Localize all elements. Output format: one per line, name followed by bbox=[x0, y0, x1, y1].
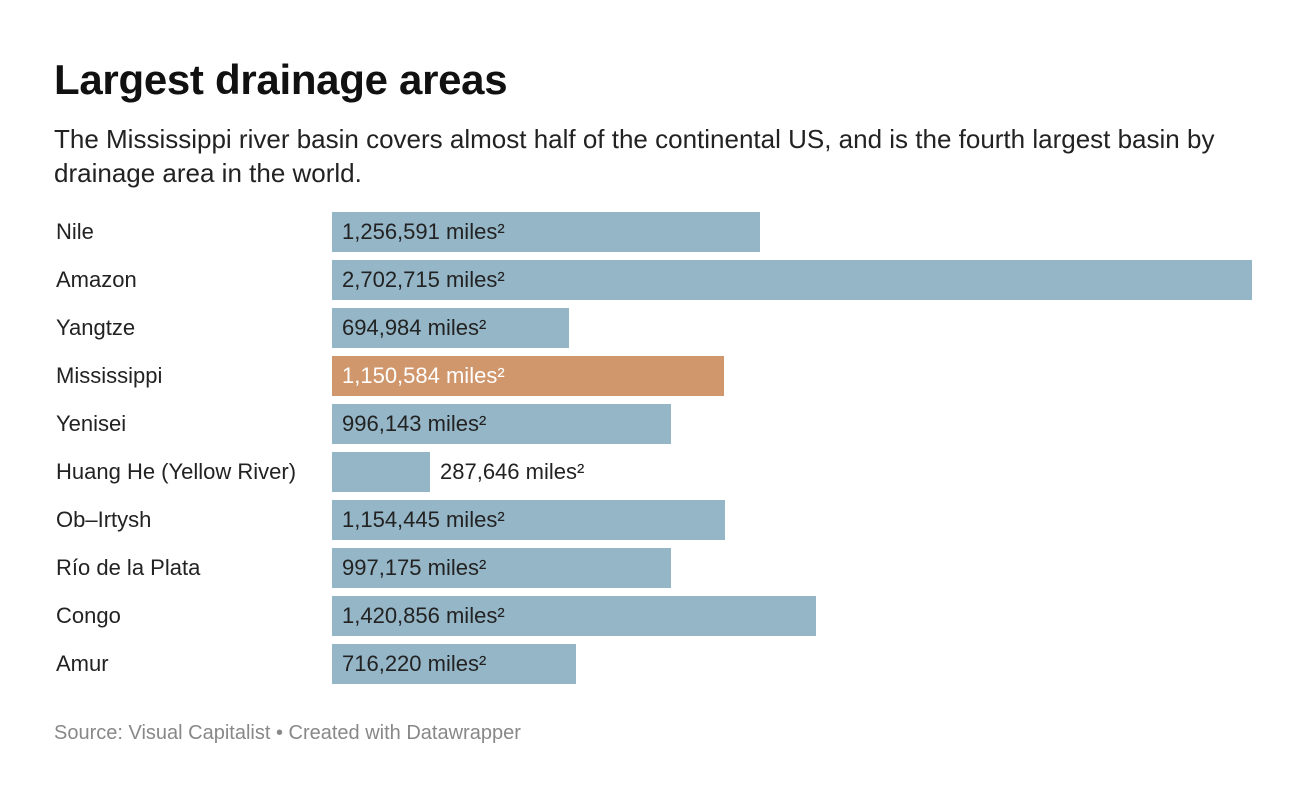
bar-ob-irtysh bbox=[332, 500, 725, 540]
chart-title: Largest drainage areas bbox=[54, 56, 508, 103]
bar-amazon bbox=[332, 260, 1252, 300]
value-label: 716,220 miles² bbox=[342, 651, 487, 676]
category-label: Congo bbox=[56, 603, 121, 628]
bar-nile bbox=[332, 212, 760, 252]
category-label: Amur bbox=[56, 651, 109, 676]
value-label: 1,150,584 miles² bbox=[342, 363, 505, 388]
category-label: Ob–Irtysh bbox=[56, 507, 152, 532]
category-label: Nile bbox=[56, 219, 94, 244]
bar-congo bbox=[332, 596, 816, 636]
category-label: Yangtze bbox=[56, 315, 136, 340]
bar-yangtze bbox=[332, 308, 569, 348]
value-label: 1,420,856 miles² bbox=[342, 603, 505, 628]
category-label: Yenisei bbox=[56, 411, 127, 436]
bar-yenisei bbox=[332, 404, 671, 444]
category-label: Amazon bbox=[56, 267, 137, 292]
value-label: 287,646 miles² bbox=[440, 459, 585, 484]
bar-mississippi bbox=[332, 356, 724, 396]
bar-amur bbox=[332, 644, 576, 684]
value-label: 694,984 miles² bbox=[342, 315, 487, 340]
category-label: Mississippi bbox=[56, 363, 163, 388]
value-label: 2,702,715 miles² bbox=[342, 267, 505, 292]
category-label: Río de la Plata bbox=[56, 555, 201, 580]
bar-r-o-de-la-plata bbox=[332, 548, 671, 588]
value-label: 996,143 miles² bbox=[342, 411, 487, 436]
chart-footer: Source: Visual Capitalist • Created with… bbox=[54, 722, 521, 744]
chart-subtitle: The Mississippi river basin covers almos… bbox=[54, 124, 1215, 188]
category-label: Huang He (Yellow River) bbox=[56, 459, 297, 484]
value-label: 1,256,591 miles² bbox=[342, 219, 505, 244]
value-label: 1,154,445 miles² bbox=[342, 507, 505, 532]
bar-huang-he-yellow-river- bbox=[332, 452, 430, 492]
value-label: 997,175 miles² bbox=[342, 555, 487, 580]
